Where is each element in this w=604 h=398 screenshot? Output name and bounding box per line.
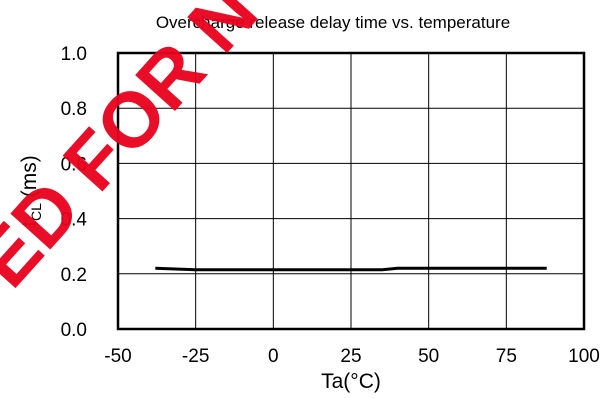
- y-tick-labels: 0.0 0.2 0.4 0.6 0.8 1.0: [61, 44, 88, 341]
- y-axis-title-sub: CL: [28, 203, 44, 221]
- x-tick-label: -50: [104, 346, 131, 367]
- x-tick-label: 0: [268, 346, 279, 367]
- y-tick-label: 0.8: [61, 99, 87, 120]
- series-line: [155, 266, 547, 272]
- y-axis-title-unit: (ms): [18, 155, 41, 203]
- y-tick-label: 0.6: [61, 154, 87, 175]
- series-group: [155, 266, 547, 272]
- y-tick-label: 0.4: [61, 210, 88, 231]
- x-tick-label: 50: [418, 346, 439, 367]
- y-tick-label: 0.2: [61, 265, 87, 286]
- x-axis-title: Ta(°C): [321, 370, 381, 393]
- watermark: ED FOR N: [0, 0, 274, 303]
- chart-title: Overcharge release delay time vs. temper…: [156, 13, 510, 32]
- grid: [118, 53, 584, 329]
- plot-frame: [116, 51, 586, 331]
- y-tick-label: 0.0: [61, 320, 87, 341]
- x-tick-label: 25: [340, 346, 361, 367]
- y-axis-title: tCL (ms): [18, 155, 44, 227]
- y-tick-label: 1.0: [61, 44, 87, 65]
- y-axis-title-main: t: [18, 221, 41, 227]
- x-tick-label: -25: [182, 346, 209, 367]
- x-tick-label: 100: [568, 346, 600, 367]
- x-tick-labels: -50 -25 0 25 50 75 100: [104, 346, 600, 367]
- x-tick-label: 75: [496, 346, 517, 367]
